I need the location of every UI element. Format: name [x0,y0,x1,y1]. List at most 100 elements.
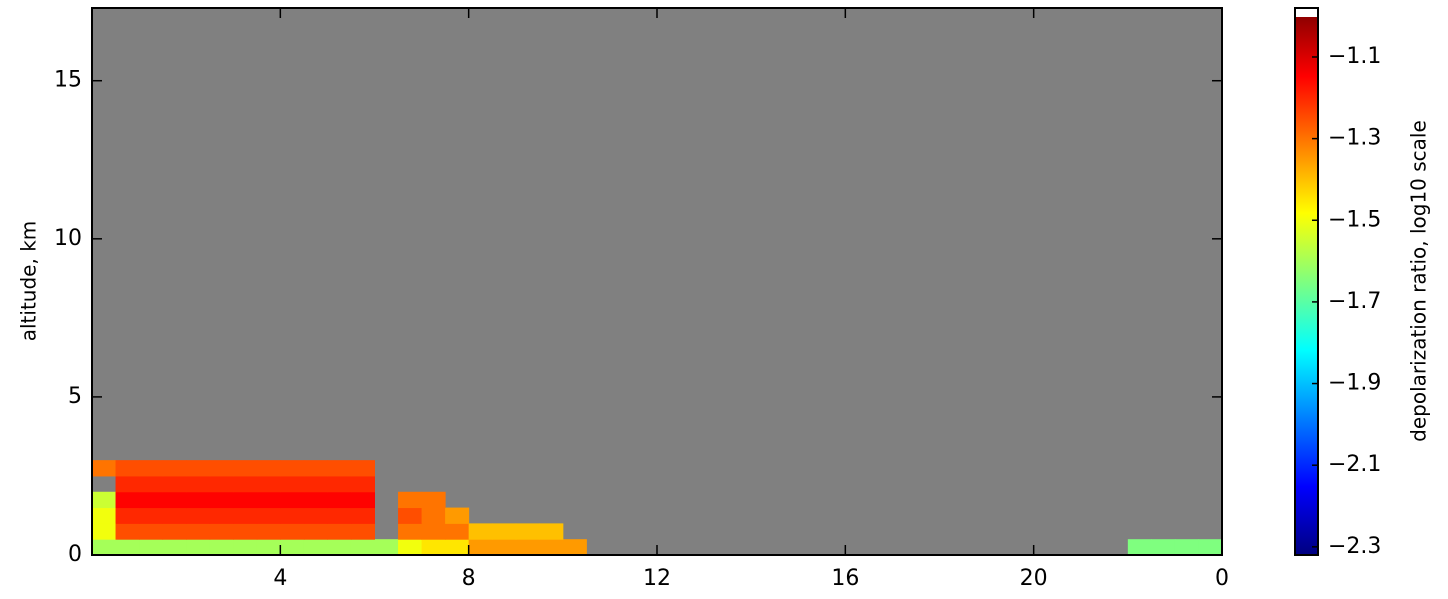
heatmap-cell [327,475,352,493]
heatmap-cell [350,523,375,540]
heatmap-cell [398,539,423,556]
heatmap-cell [92,507,117,524]
heatmap-cell [350,460,375,477]
heatmap-cell [327,460,352,477]
heatmap-cell [492,523,517,540]
heatmap-cell [350,491,375,509]
heatmap-cell [139,460,164,477]
heatmap-cell [539,539,564,556]
x-tick-label: 0 [1215,566,1229,591]
heatmap-cell [186,507,211,524]
heatmap [92,460,1223,556]
heatmap-cell [280,507,305,524]
x-tick-label: 16 [831,566,859,591]
heatmap-cell [280,523,305,540]
heatmap-cell [303,475,328,493]
heatmap-cell [162,475,187,493]
colorbar-label: depolarization ratio, log10 scale [1407,120,1431,442]
heatmap-cell [280,539,305,556]
heatmap-cell [186,491,211,509]
heatmap-cell [233,491,258,509]
heatmap-cell [492,539,517,556]
heatmap-cell [139,491,164,509]
x-tick-label: 12 [643,566,671,591]
colorbar-tick-label: −1.9 [1328,371,1381,396]
colorbar-frame [1294,7,1319,556]
heatmap-cell [350,475,375,493]
colorbar [1295,8,1318,555]
heatmap-cell [1127,539,1152,556]
heatmap-cell [256,491,281,509]
heatmap-cell [280,460,305,477]
heatmap-cell [1151,539,1176,556]
heatmap-cell [327,507,352,524]
heatmap-cell [1198,539,1223,556]
heatmap-cell [162,523,187,540]
heatmap-cell [350,539,375,556]
colorbar-tick-label: −1.1 [1328,44,1381,69]
heatmap-cell [327,491,352,509]
heatmap-cell [233,475,258,493]
heatmap-cell [468,523,493,540]
heatmap-cell [327,523,352,540]
heatmap-cell [162,460,187,477]
heatmap-cell [115,507,140,524]
x-tick-label: 20 [1020,566,1048,591]
heatmap-cell [209,475,234,493]
colorbar-tick-label: −1.3 [1328,126,1381,151]
heatmap-cell [445,539,470,556]
heatmap-cell [256,539,281,556]
heatmap-cell [421,507,446,524]
heatmap-cell [398,507,423,524]
heatmap-cell [139,539,164,556]
heatmap-cell [139,507,164,524]
heatmap-cell [445,523,470,540]
heatmap-cell [233,460,258,477]
heatmap-cell [303,507,328,524]
heatmap-cell [209,460,234,477]
heatmap-cell [115,539,140,556]
colorbar-tick-label: −2.1 [1328,452,1381,477]
heatmap-cell [162,539,187,556]
heatmap-cell [209,539,234,556]
x-tick-label: 4 [273,566,287,591]
heatmap-cell [233,539,258,556]
heatmap-cell [398,491,423,509]
colorbar-extend [1295,8,1318,17]
heatmap-cell [115,523,140,540]
y-tick-label: 0 [68,542,82,567]
heatmap-cell [445,507,470,524]
heatmap-cell [539,523,564,540]
heatmap-cell [256,475,281,493]
heatmap-cell [92,523,117,540]
heatmap-cell [280,475,305,493]
heatmap-cell [303,539,328,556]
heatmap-cell [303,460,328,477]
heatmap-cell [186,475,211,493]
heatmap-cell [468,539,493,556]
heatmap-cell [186,460,211,477]
heatmap-cell [256,523,281,540]
heatmap-cell [115,491,140,509]
heatmap-cell [139,523,164,540]
y-tick-label: 10 [54,226,82,251]
heatmap-cell [280,491,305,509]
colorbar-tick-label: −2.3 [1328,534,1381,559]
colorbar-tick-label: −1.7 [1328,289,1381,314]
heatmap-cell [209,523,234,540]
y-tick-label: 5 [68,384,82,409]
heatmap-cell [233,507,258,524]
heatmap-cell [92,491,117,509]
heatmap-cell [327,539,352,556]
colorbar-tick-label: −1.5 [1328,207,1381,232]
heatmap-cell [1174,539,1199,556]
axes: 4 8 12 16 20 0 0 5 10 15 [54,7,1229,591]
heatmap-cell [92,460,117,477]
heatmap-cell [233,523,258,540]
heatmap-cell [350,507,375,524]
heatmap-cell [421,539,446,556]
heatmap-cell [209,507,234,524]
heatmap-cell [115,475,140,493]
x-tick-label: 8 [462,566,476,591]
